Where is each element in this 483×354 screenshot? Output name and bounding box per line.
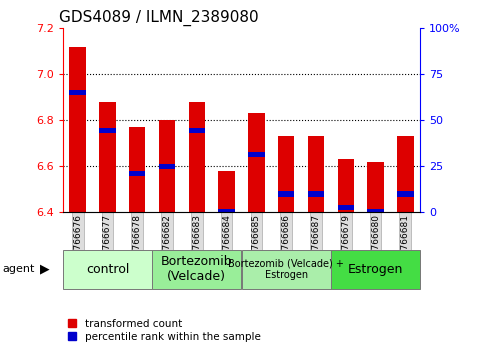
Bar: [278, 192, 294, 196]
Text: agent: agent: [2, 264, 35, 274]
Bar: [189, 102, 205, 212]
Text: Bortezomib (Velcade) +
Estrogen: Bortezomib (Velcade) + Estrogen: [228, 258, 344, 280]
Bar: [218, 209, 235, 214]
Bar: [308, 192, 324, 196]
Bar: [248, 152, 265, 158]
Bar: [368, 162, 384, 212]
Bar: [70, 47, 86, 212]
Bar: [218, 171, 235, 212]
Bar: [248, 113, 265, 212]
Bar: [338, 205, 354, 210]
Text: Estrogen: Estrogen: [348, 263, 403, 275]
Legend: transformed count, percentile rank within the sample: transformed count, percentile rank withi…: [68, 319, 260, 342]
Bar: [338, 159, 354, 212]
Bar: [242, 250, 331, 289]
Bar: [70, 90, 86, 95]
Bar: [189, 128, 205, 133]
Bar: [99, 102, 115, 212]
Bar: [152, 250, 242, 289]
Bar: [129, 127, 145, 212]
Text: GDS4089 / ILMN_2389080: GDS4089 / ILMN_2389080: [59, 9, 259, 25]
Bar: [129, 171, 145, 176]
Bar: [397, 192, 413, 196]
Bar: [368, 209, 384, 214]
Text: Bortezomib
(Velcade): Bortezomib (Velcade): [161, 255, 233, 283]
Bar: [331, 250, 420, 289]
Text: ▶: ▶: [40, 263, 49, 275]
Bar: [159, 164, 175, 169]
Bar: [63, 250, 152, 289]
Bar: [397, 136, 413, 212]
Bar: [159, 120, 175, 212]
Bar: [99, 128, 115, 133]
Text: control: control: [86, 263, 129, 275]
Bar: [278, 136, 294, 212]
Bar: [308, 136, 324, 212]
